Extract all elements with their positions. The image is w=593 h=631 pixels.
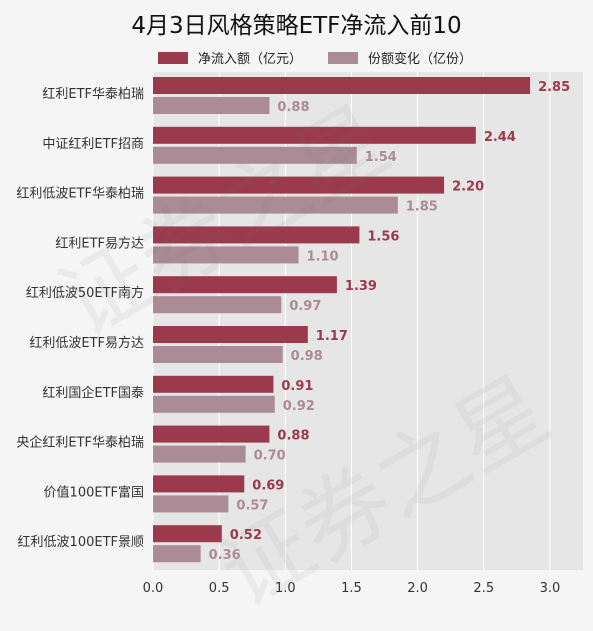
data-label-net-inflow: 0.52 xyxy=(230,528,262,543)
data-label-share-change: 0.97 xyxy=(289,299,321,314)
bar-net-inflow xyxy=(153,126,476,144)
bar-net-inflow xyxy=(153,326,308,343)
x-tick-label: 1.5 xyxy=(341,581,362,596)
x-tick-label: 1.0 xyxy=(275,581,296,596)
data-label-net-inflow: 1.56 xyxy=(367,229,399,244)
data-label-share-change: 1.54 xyxy=(365,150,397,165)
bar-share-change xyxy=(153,97,270,114)
chart: 4月3日风格策略ETF净流入前10 净流入额（亿元） 份额变化（亿份） 0.0 0… xyxy=(16,13,583,596)
y-category-label: 央企红利ETF华泰柏瑞 xyxy=(16,435,144,451)
bar-share-change xyxy=(153,296,282,314)
bar-share-change xyxy=(153,246,299,264)
y-category-label: 红利低波ETF华泰柏瑞 xyxy=(16,186,144,202)
data-label-net-inflow: 2.85 xyxy=(538,80,570,95)
bar-share-change xyxy=(153,196,398,214)
legend-swatch-share-change xyxy=(328,51,359,64)
y-category-label: 价值100ETF富国 xyxy=(44,484,144,500)
data-label-net-inflow: 0.91 xyxy=(281,379,313,394)
y-category-label: 中证红利ETF招商 xyxy=(42,136,144,152)
x-tick-label: 3.0 xyxy=(540,581,561,596)
data-label-share-change: 0.88 xyxy=(277,100,309,115)
bar-net-inflow xyxy=(153,425,270,443)
chart-title: 4月3日风格策略ETF净流入前10 xyxy=(131,13,462,39)
bar-share-change xyxy=(153,445,246,463)
data-label-share-change: 1.10 xyxy=(307,249,339,264)
bar-share-change xyxy=(153,395,275,413)
data-label-net-inflow: 2.44 xyxy=(484,130,516,145)
y-category-label: 红利ETF华泰柏瑞 xyxy=(42,86,144,102)
legend-item-share-change: 份额变化（亿份） xyxy=(328,48,472,67)
bar-net-inflow xyxy=(153,375,274,393)
y-category-label: 红利国企ETF国泰 xyxy=(42,385,144,401)
bar-net-inflow xyxy=(153,176,445,194)
legend-item-net-inflow: 净流入额（亿元） xyxy=(158,48,302,67)
legend: 净流入额（亿元） 份额变化（亿份） xyxy=(158,48,498,67)
legend-label-net-inflow: 净流入额（亿元） xyxy=(198,52,303,67)
data-label-net-inflow: 0.69 xyxy=(252,478,284,493)
y-category-label: 红利低波100ETF景顺 xyxy=(18,534,144,550)
data-label-share-change: 1.85 xyxy=(406,200,438,215)
data-label-share-change: 0.70 xyxy=(254,449,286,464)
legend-swatch-net-inflow xyxy=(158,51,188,64)
plot-background xyxy=(153,72,583,570)
x-tick-label: 0.0 xyxy=(143,581,164,596)
data-label-net-inflow: 0.88 xyxy=(277,429,309,444)
data-label-share-change: 0.98 xyxy=(291,349,323,364)
bar-share-change xyxy=(153,346,283,363)
y-category-label: 红利低波ETF易方达 xyxy=(29,335,144,351)
data-label-share-change: 0.92 xyxy=(283,399,315,414)
bar-net-inflow xyxy=(153,77,531,94)
data-label-net-inflow: 1.17 xyxy=(316,329,348,344)
data-label-share-change: 0.57 xyxy=(236,498,268,513)
bar-share-change xyxy=(153,495,229,513)
bar-share-change xyxy=(153,545,201,563)
x-tick-label: 2.0 xyxy=(407,581,428,596)
data-label-net-inflow: 1.39 xyxy=(345,279,377,294)
data-label-net-inflow: 2.20 xyxy=(452,180,484,195)
data-label-share-change: 0.36 xyxy=(209,548,241,563)
x-tick-label: 0.5 xyxy=(209,581,230,596)
y-category-label: 红利低波50ETF南方 xyxy=(26,285,144,301)
legend-label-share-change: 份额变化（亿份） xyxy=(368,52,473,67)
bar-net-inflow xyxy=(153,525,222,543)
y-category-label: 红利ETF易方达 xyxy=(55,235,144,251)
bar-net-inflow xyxy=(153,276,337,294)
x-tick-label: 2.5 xyxy=(473,581,494,596)
bar-share-change xyxy=(153,146,357,164)
plot-area: 0.0 0.5 1.0 1.5 2.0 2.5 3.0 红利ETF华泰柏瑞 2.85 0.88 中证… xyxy=(16,72,583,596)
bar-net-inflow xyxy=(153,226,360,244)
bar-net-inflow xyxy=(153,475,245,493)
